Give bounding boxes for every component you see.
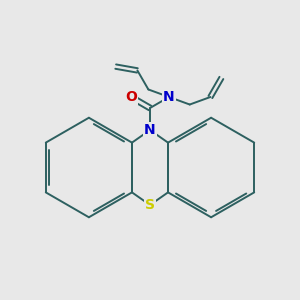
- Text: O: O: [125, 90, 137, 104]
- Text: S: S: [145, 198, 155, 212]
- Text: N: N: [144, 123, 156, 137]
- Text: N: N: [163, 90, 175, 104]
